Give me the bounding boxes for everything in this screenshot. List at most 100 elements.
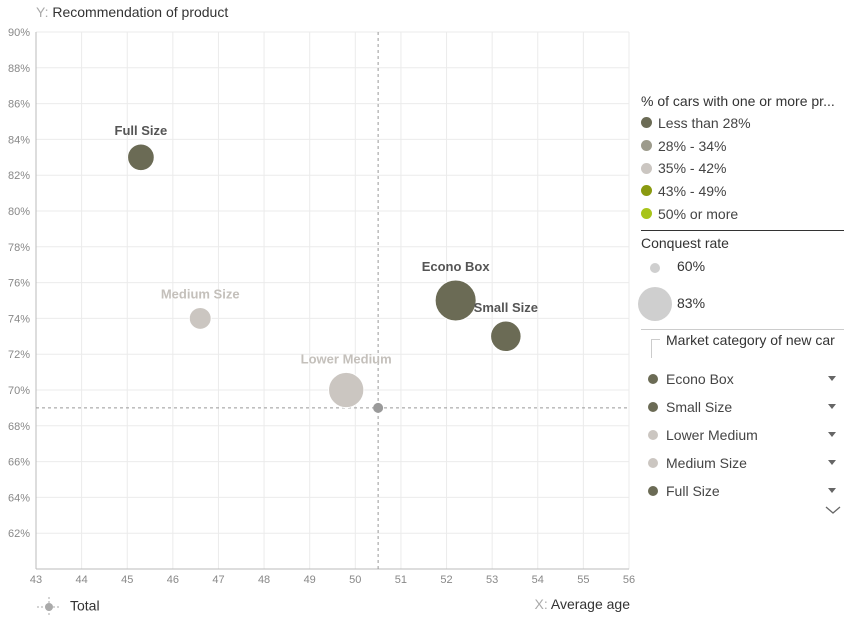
x-axis-title: X: Average age — [535, 596, 631, 612]
y-tick-label: 84% — [8, 134, 30, 146]
bubble-label: Small Size — [474, 300, 538, 315]
color-legend-item[interactable]: 50% or more — [641, 203, 846, 226]
color-legend-item[interactable]: 43% - 49% — [641, 180, 846, 203]
size-legend-item-small: 60% — [641, 253, 846, 285]
category-swatch-icon — [648, 486, 658, 497]
category-legend-list: Econo Box Small Size Lower Medium Medium Si… — [641, 365, 846, 505]
caret-down-icon[interactable] — [828, 404, 836, 410]
total-marker-icon — [37, 597, 61, 617]
color-legend-item[interactable]: 35% - 42% — [641, 157, 846, 180]
color-legend-label: 35% - 42% — [658, 160, 727, 177]
total-legend[interactable]: Total — [36, 596, 100, 618]
color-legend-label: Less than 28% — [658, 115, 751, 131]
y-tick-label: 78% — [8, 242, 30, 254]
category-legend-item[interactable]: Lower Medium — [641, 421, 846, 449]
color-swatch-icon — [641, 139, 652, 151]
y-tick-label: 82% — [8, 170, 30, 182]
category-legend-item[interactable]: Medium Size — [641, 449, 846, 477]
y-tick-label: 86% — [8, 99, 30, 111]
size-legend-item-large: 83% — [638, 285, 846, 325]
x-tick-label: 56 — [623, 574, 635, 586]
category-legend-label: Medium Size — [666, 455, 747, 472]
y-tick-label: 70% — [8, 385, 30, 397]
bubble-label: Econo Box — [422, 259, 491, 274]
category-legend-label: Lower Medium — [666, 427, 758, 444]
y-tick-label: 72% — [8, 349, 30, 361]
category-legend-item[interactable]: Small Size — [641, 393, 846, 421]
x-tick-label: 47 — [212, 574, 224, 586]
color-legend-label: 43% - 49% — [658, 183, 727, 200]
bubble-point[interactable] — [127, 143, 155, 172]
category-legend-header: Market category of new car — [641, 329, 846, 359]
size-legend-title: Conquest rate — [641, 235, 729, 252]
size-legend-label: 60% — [677, 258, 706, 275]
y-axis-label: Recommendation of product — [52, 4, 229, 20]
category-legend-label: Econo Box — [666, 371, 734, 388]
y-tick-label: 76% — [8, 278, 30, 290]
size-large-bubble-icon — [638, 287, 672, 322]
x-tick-label: 44 — [75, 574, 87, 586]
bubble-chart: 43 44 45 46 47 48 49 50 51 52 53 54 55 56 62% 64% 66% 68%… — [8, 27, 635, 586]
x-tick-label: 53 — [486, 574, 498, 586]
x-tick-label: 50 — [349, 574, 361, 586]
y-tick-label: 80% — [8, 206, 30, 218]
color-swatch-icon — [641, 208, 652, 220]
color-legend-title: % of cars with one or more pr... — [641, 93, 835, 109]
caret-down-icon[interactable] — [828, 432, 836, 438]
color-legend-item[interactable]: 28% - 34% — [641, 135, 846, 158]
color-legend-label: 50% or more — [658, 205, 739, 222]
x-tick-label: 46 — [167, 574, 179, 586]
category-legend-label: Small Size — [666, 399, 733, 416]
x-tick-label: 54 — [532, 574, 544, 586]
bubble-label: Medium Size — [161, 286, 240, 301]
x-axis-letter: X: — [534, 596, 548, 612]
color-legend-item[interactable]: Less than 28% — [641, 112, 846, 135]
x-tick-label: 43 — [30, 574, 42, 586]
legend-panel: % of cars with one or more pr... Less th… — [638, 90, 846, 525]
x-tick-label: 45 — [121, 574, 133, 586]
total-marker[interactable] — [373, 402, 384, 413]
y-tick-label: 68% — [8, 421, 30, 433]
x-tick-label: 55 — [577, 574, 589, 586]
category-legend-item[interactable]: Econo Box — [641, 365, 846, 393]
y-tick-label: 64% — [8, 492, 30, 504]
y-tick-label: 74% — [8, 313, 30, 325]
y-axis-letter: Y: — [36, 4, 49, 20]
x-tick-label: 51 — [395, 574, 407, 586]
total-legend-label: Total — [70, 597, 100, 614]
category-swatch-icon — [648, 458, 658, 469]
y-tick-label: 62% — [8, 528, 30, 540]
caret-down-icon[interactable] — [828, 488, 836, 494]
category-swatch-icon — [648, 402, 658, 413]
x-tick-label: 48 — [258, 574, 270, 586]
bubble-label: Lower Medium — [301, 351, 392, 366]
category-legend-label: Full Size — [666, 483, 720, 500]
x-tick-label: 52 — [440, 574, 452, 586]
caret-down-icon[interactable] — [828, 376, 836, 382]
color-legend-label: 28% - 34% — [658, 137, 727, 154]
chevron-down-icon[interactable] — [825, 505, 841, 515]
y-tick-label: 66% — [8, 457, 30, 469]
y-axis-title: Y: Recommendation of product — [36, 4, 228, 20]
caret-down-icon[interactable] — [828, 460, 836, 466]
y-tick-label: 90% — [8, 27, 30, 39]
color-swatch-icon — [641, 162, 652, 174]
bubble-label: Full Size — [115, 123, 168, 138]
size-small-bubble-icon — [650, 263, 660, 274]
color-legend-list: Less than 28% 28% - 34% 35% - 42% 43% - 49%… — [641, 112, 846, 225]
y-tick-label: 88% — [8, 63, 30, 75]
color-swatch-icon — [641, 185, 652, 197]
x-axis-label: Average age — [550, 596, 630, 612]
x-tick-label: 49 — [304, 574, 316, 586]
bubble-point[interactable] — [328, 371, 365, 409]
color-swatch-icon — [641, 117, 652, 129]
bubble-point[interactable] — [434, 279, 477, 322]
category-swatch-icon — [648, 430, 658, 441]
bubble-point[interactable] — [490, 320, 522, 353]
category-legend-item[interactable]: Full Size — [641, 477, 846, 505]
bubble-point[interactable] — [188, 306, 212, 330]
size-legend-label: 83% — [677, 295, 706, 312]
category-legend-title: Market category of new car — [666, 332, 835, 349]
category-swatch-icon — [648, 374, 658, 385]
legend-divider — [641, 230, 844, 232]
